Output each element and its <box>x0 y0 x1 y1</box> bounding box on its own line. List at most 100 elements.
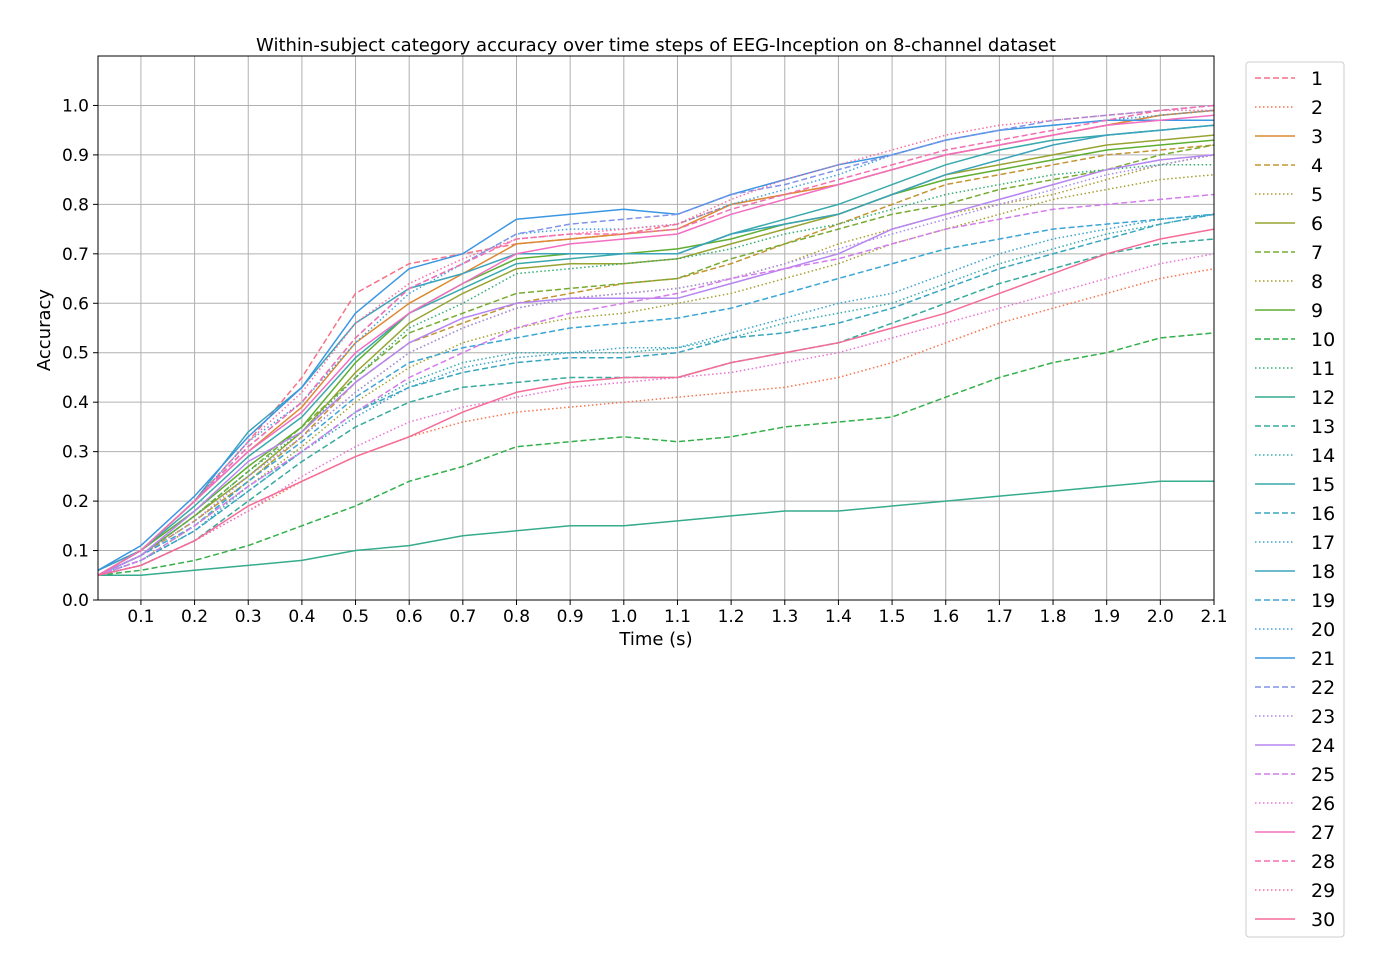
legend-label-8: 8 <box>1311 271 1323 293</box>
series-line-27 <box>97 114 1215 576</box>
series-line-21 <box>97 119 1214 571</box>
x-tick-label: 0.8 <box>503 607 530 627</box>
series-line-24 <box>97 154 1215 576</box>
series-line-12 <box>98 480 1214 577</box>
legend-label-5: 5 <box>1311 184 1323 206</box>
legend-label-29: 29 <box>1311 880 1335 902</box>
y-tick-label: 0.6 <box>62 294 89 314</box>
series-line-23 <box>97 154 1215 576</box>
series-line-30 <box>97 228 1215 577</box>
y-tick-label: 1.0 <box>62 96 89 116</box>
y-tick-label: 0.1 <box>62 542 89 562</box>
series-line-11 <box>97 164 1214 576</box>
legend-label-12: 12 <box>1311 387 1335 409</box>
legend-label-21: 21 <box>1311 648 1335 670</box>
y-axis-ticks: 0.0 0.1 0.2 0.3 0.4 0.5 0.6 0.7 0.8 0.9 1.0 <box>62 96 98 611</box>
x-axis-label: Time (s) <box>618 629 692 650</box>
legend: 1234567891011121314151617181920212223242… <box>1245 61 1345 938</box>
y-tick-label: 0.7 <box>62 245 89 265</box>
series-line-15 <box>97 124 1215 576</box>
x-tick-label: 1.3 <box>771 607 798 627</box>
series-line-14 <box>97 213 1215 577</box>
x-tick-label: 1.1 <box>664 607 691 627</box>
legend-label-16: 16 <box>1311 503 1335 525</box>
legend-label-10: 10 <box>1311 329 1335 351</box>
plot-area-frame <box>97 55 1215 601</box>
chart-title: Within-subject category accuracy over ti… <box>256 35 1056 56</box>
series-line-5 <box>97 154 1215 576</box>
series-line-19 <box>97 213 1215 576</box>
legend-label-26: 26 <box>1311 793 1335 815</box>
series-line-4 <box>97 144 1215 576</box>
x-tick-label: 0.9 <box>557 607 584 627</box>
legend-label-7: 7 <box>1311 242 1323 264</box>
y-tick-label: 0.5 <box>62 344 89 364</box>
y-tick-label: 0.2 <box>62 492 89 512</box>
grid-lines <box>98 56 1215 601</box>
x-tick-label: 0.2 <box>181 607 208 627</box>
legend-items: 1234567891011121314151617181920212223242… <box>1255 68 1335 931</box>
series-line-17 <box>97 213 1215 577</box>
x-tick-label: 1.0 <box>610 607 637 627</box>
y-tick-label: 0.3 <box>62 443 89 463</box>
x-tick-label: 1.5 <box>879 607 906 627</box>
legend-label-1: 1 <box>1311 68 1323 90</box>
legend-label-3: 3 <box>1311 126 1323 148</box>
x-tick-label: 1.2 <box>718 607 745 627</box>
series-line-9 <box>97 139 1215 576</box>
legend-label-4: 4 <box>1311 155 1323 177</box>
legend-label-28: 28 <box>1311 851 1335 873</box>
series-line-10 <box>97 332 1215 577</box>
legend-label-22: 22 <box>1311 677 1335 699</box>
legend-label-9: 9 <box>1311 300 1323 322</box>
x-tick-label: 0.4 <box>288 607 315 627</box>
series-line-6 <box>97 134 1215 576</box>
x-tick-label: 1.6 <box>932 607 959 627</box>
legend-box <box>1245 61 1345 938</box>
series-line-28 <box>97 104 1215 576</box>
legend-label-18: 18 <box>1311 561 1335 583</box>
legend-label-6: 6 <box>1311 213 1323 235</box>
legend-label-14: 14 <box>1311 445 1335 467</box>
x-tick-label: 1.7 <box>986 607 1013 627</box>
legend-label-11: 11 <box>1311 358 1335 380</box>
y-axis-label: Accuracy <box>34 289 55 372</box>
plot-series-group <box>97 104 1215 577</box>
legend-label-27: 27 <box>1311 822 1335 844</box>
series-line-8 <box>97 173 1215 577</box>
legend-label-2: 2 <box>1311 97 1323 119</box>
x-tick-label: 2.0 <box>1147 607 1174 627</box>
series-line-25 <box>97 193 1215 577</box>
x-axis-ticks: 0.1 0.2 0.3 0.4 0.5 0.6 0.7 0.8 0.9 1.0 1.1 1.2 1.3 1… <box>127 600 1228 627</box>
x-tick-label: 0.6 <box>396 607 423 627</box>
series-line-13 <box>97 238 1215 577</box>
x-tick-label: 0.5 <box>342 607 369 627</box>
series-line-16 <box>97 213 1215 577</box>
legend-label-25: 25 <box>1311 764 1335 786</box>
legend-label-23: 23 <box>1311 706 1335 728</box>
x-tick-label: 1.9 <box>1093 607 1120 627</box>
y-tick-label: 0.9 <box>62 146 89 166</box>
y-tick-label: 0.0 <box>62 591 89 611</box>
legend-label-15: 15 <box>1311 474 1335 496</box>
x-tick-label: 1.8 <box>1040 607 1067 627</box>
x-tick-label: 0.3 <box>235 607 262 627</box>
legend-label-20: 20 <box>1311 619 1335 641</box>
x-tick-label: 0.1 <box>127 607 154 627</box>
y-tick-label: 0.8 <box>62 195 89 215</box>
x-tick-label: 0.7 <box>449 607 476 627</box>
legend-label-30: 30 <box>1311 909 1335 931</box>
y-tick-label: 0.4 <box>62 393 89 413</box>
series-line-7 <box>97 144 1215 576</box>
legend-label-24: 24 <box>1311 735 1335 757</box>
legend-label-19: 19 <box>1311 590 1335 612</box>
x-tick-label: 2.1 <box>1200 607 1227 627</box>
series-line-29 <box>97 109 1214 576</box>
legend-label-17: 17 <box>1311 532 1335 554</box>
series-line-26 <box>97 253 1215 577</box>
legend-label-13: 13 <box>1311 416 1335 438</box>
series-line-18 <box>97 124 1215 571</box>
x-tick-label: 1.4 <box>825 607 852 627</box>
